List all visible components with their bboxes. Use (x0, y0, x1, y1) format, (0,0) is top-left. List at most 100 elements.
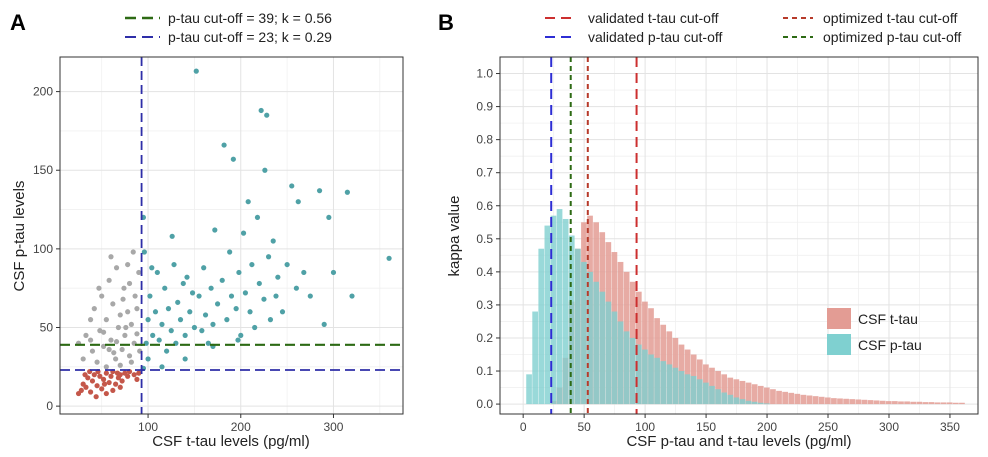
bar-csf-ttau (831, 398, 837, 405)
scatter-point (131, 372, 137, 378)
legend-a-label-2: p-tau cut-off = 23; k = 0.29 (168, 29, 332, 45)
bar-csf-ptau (617, 321, 624, 405)
bar-csf-ptau (648, 354, 654, 405)
bar-csf-ttau (812, 396, 819, 405)
x-tick-label-b: 350 (940, 420, 960, 434)
scatter-point (189, 290, 196, 296)
bar-csf-ptau (568, 235, 575, 405)
scatter-point (344, 189, 350, 195)
scatter-point (182, 356, 188, 362)
scatter-point (94, 383, 100, 389)
y-tick-label-b: 0.5 (476, 232, 493, 246)
scatter-point (99, 386, 105, 392)
bar-csf-ptau (635, 344, 642, 405)
scatter-point (165, 306, 172, 312)
bar-csf-ttau (879, 400, 886, 405)
panel-a: A p-tau cut-off = 39; k = 0.56 p-tau cut… (10, 10, 404, 450)
scatter-point (261, 296, 267, 302)
scatter-point (326, 214, 332, 221)
scatter-point (162, 285, 168, 291)
bar-csf-ptau (550, 215, 557, 405)
scatter-point (273, 293, 279, 299)
bar-csf-ptau (745, 400, 752, 405)
panel-a-cutoff-lines (60, 57, 403, 414)
bar-csf-ptau (642, 349, 648, 405)
scatter-point (87, 317, 94, 323)
scatter-point (106, 379, 112, 386)
bar-csf-ttau (745, 382, 752, 405)
bar-csf-ttau (916, 401, 923, 405)
panel-b-series-legend: CSF t-tau CSF p-tau (827, 308, 922, 355)
bar-csf-ptau (733, 397, 740, 405)
scatter-point (103, 364, 109, 370)
bar-csf-ptau (672, 367, 679, 405)
scatter-point (150, 332, 156, 338)
bar-csf-ttau (733, 379, 740, 405)
panel-b-x-axis-title: CSF p-tau and t-tau levels (pg/ml) (626, 433, 851, 450)
scatter-point (99, 293, 105, 299)
bar-csf-ttau (873, 400, 880, 405)
scatter-point (126, 280, 133, 287)
bar-csf-ttau (757, 385, 764, 405)
bar-csf-ptau (623, 331, 630, 405)
scatter-point (113, 265, 120, 271)
scatter-point (212, 227, 218, 233)
bar-csf-ptau (593, 281, 599, 405)
bar-csf-ttau (751, 384, 758, 405)
scatter-point (114, 370, 121, 376)
bar-csf-ptau (696, 379, 703, 405)
scatter-point (196, 293, 202, 299)
scatter-point (147, 293, 153, 299)
bar-csf-ptau (764, 403, 770, 405)
scatter-point (240, 230, 247, 236)
scatter-point (230, 156, 236, 162)
panel-b-label: B (438, 10, 454, 35)
bar-csf-ttau (843, 398, 849, 405)
scatter-point (227, 249, 233, 255)
bar-csf-ttau (727, 377, 734, 405)
bar-csf-ptau (715, 389, 721, 405)
scatter-point (256, 280, 262, 287)
bar-csf-ttau (959, 402, 965, 405)
x-tick-label-b: 250 (818, 420, 838, 434)
scatter-point (202, 312, 209, 318)
scatter-point (171, 261, 177, 268)
scatter-point (169, 233, 175, 239)
scatter-point (117, 362, 123, 368)
scatter-point (270, 238, 276, 244)
scatter-point (83, 384, 89, 390)
scatter-point (177, 317, 184, 323)
legend-label-csf-ttau: CSF t-tau (858, 311, 918, 327)
bar-csf-ttau (770, 389, 776, 405)
y-tick-label-b: 0.4 (476, 265, 493, 279)
scatter-point (316, 188, 323, 194)
scatter-point (111, 350, 117, 356)
scatter-point (89, 348, 96, 354)
scatter-point (330, 269, 337, 276)
scatter-point (134, 306, 140, 312)
x-tick-label-b: 300 (879, 420, 899, 434)
scatter-point (145, 317, 151, 323)
scatter-point (156, 337, 162, 343)
scatter-point (279, 309, 286, 315)
x-tick-label-a: 300 (323, 420, 343, 434)
bar-csf-ptau (629, 337, 636, 405)
y-tick-label-b: 1.0 (476, 67, 493, 81)
scatter-point (236, 269, 242, 276)
scatter-point (136, 269, 142, 276)
bar-csf-ttau (855, 399, 862, 405)
y-tick-label-a: 100 (33, 242, 53, 256)
legend-b-label-validated-ttau: validated t-tau cut-off (588, 10, 719, 26)
scatter-point (152, 309, 159, 315)
scatter-point (132, 293, 138, 299)
scatter-point (210, 321, 216, 327)
scatter-point (80, 356, 86, 362)
scatter-point (187, 309, 193, 315)
scatter-point (235, 337, 241, 343)
scatter-point (295, 199, 301, 205)
y-tick-label-a: 200 (33, 85, 53, 99)
scatter-point (106, 277, 112, 283)
scatter-point (254, 214, 261, 221)
scatter-point (117, 312, 123, 318)
y-tick-label-a: 0 (46, 399, 53, 413)
